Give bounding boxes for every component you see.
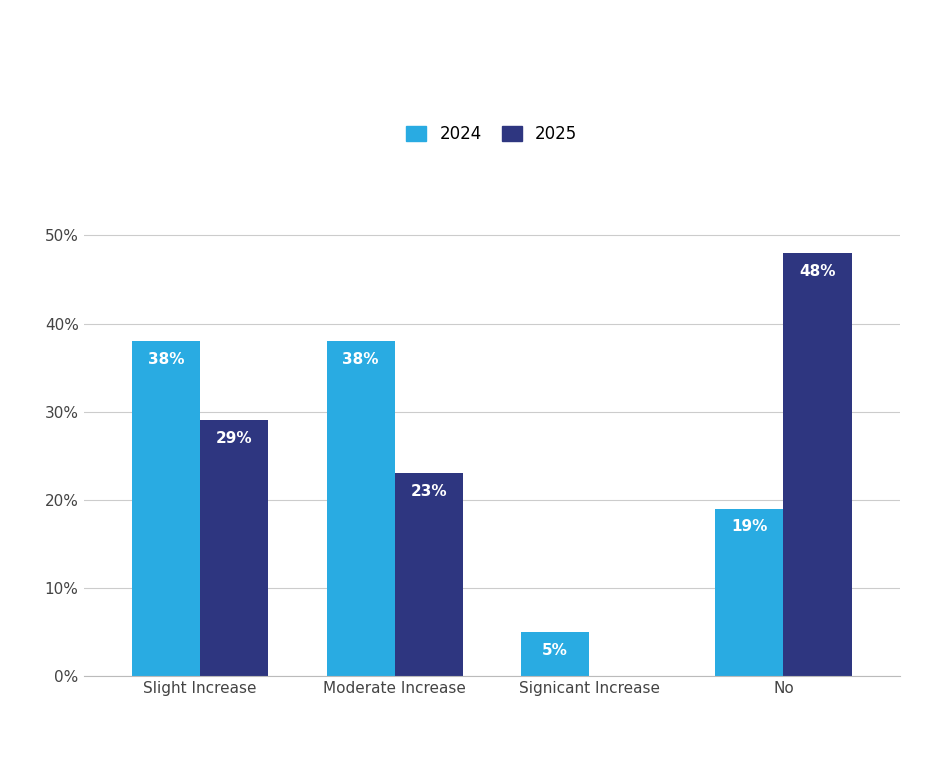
Bar — [715, 509, 782, 676]
Text: 48%: 48% — [798, 264, 835, 279]
Text: 38%: 38% — [147, 351, 184, 367]
Text: 19%: 19% — [730, 520, 767, 534]
Bar — [200, 420, 268, 676]
Bar — [520, 632, 589, 676]
Bar — [326, 342, 394, 676]
Text: 23%: 23% — [410, 484, 447, 499]
Text: TOLLERS: TOLLERS — [70, 35, 138, 49]
Text: 5%: 5% — [541, 643, 567, 658]
Text: 29%: 29% — [216, 431, 252, 446]
Text: Has the supply chain reshoring movement led to an increase number of new project: Has the supply chain reshoring movement … — [70, 79, 698, 114]
Text: 38%: 38% — [342, 351, 378, 367]
Bar — [132, 342, 200, 676]
Legend: 2024, 2025: 2024, 2025 — [406, 125, 577, 143]
Bar — [782, 253, 851, 676]
Bar — [394, 474, 463, 676]
